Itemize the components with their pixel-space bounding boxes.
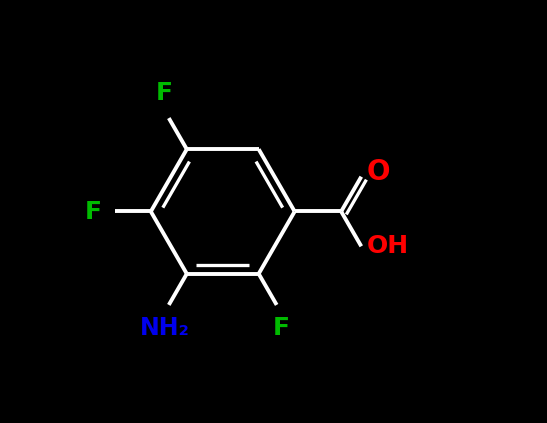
Text: F: F [272,316,289,340]
Text: F: F [84,200,101,223]
Text: O: O [366,159,390,187]
Text: OH: OH [366,234,409,258]
Text: F: F [156,80,173,104]
Text: NH₂: NH₂ [139,316,189,340]
